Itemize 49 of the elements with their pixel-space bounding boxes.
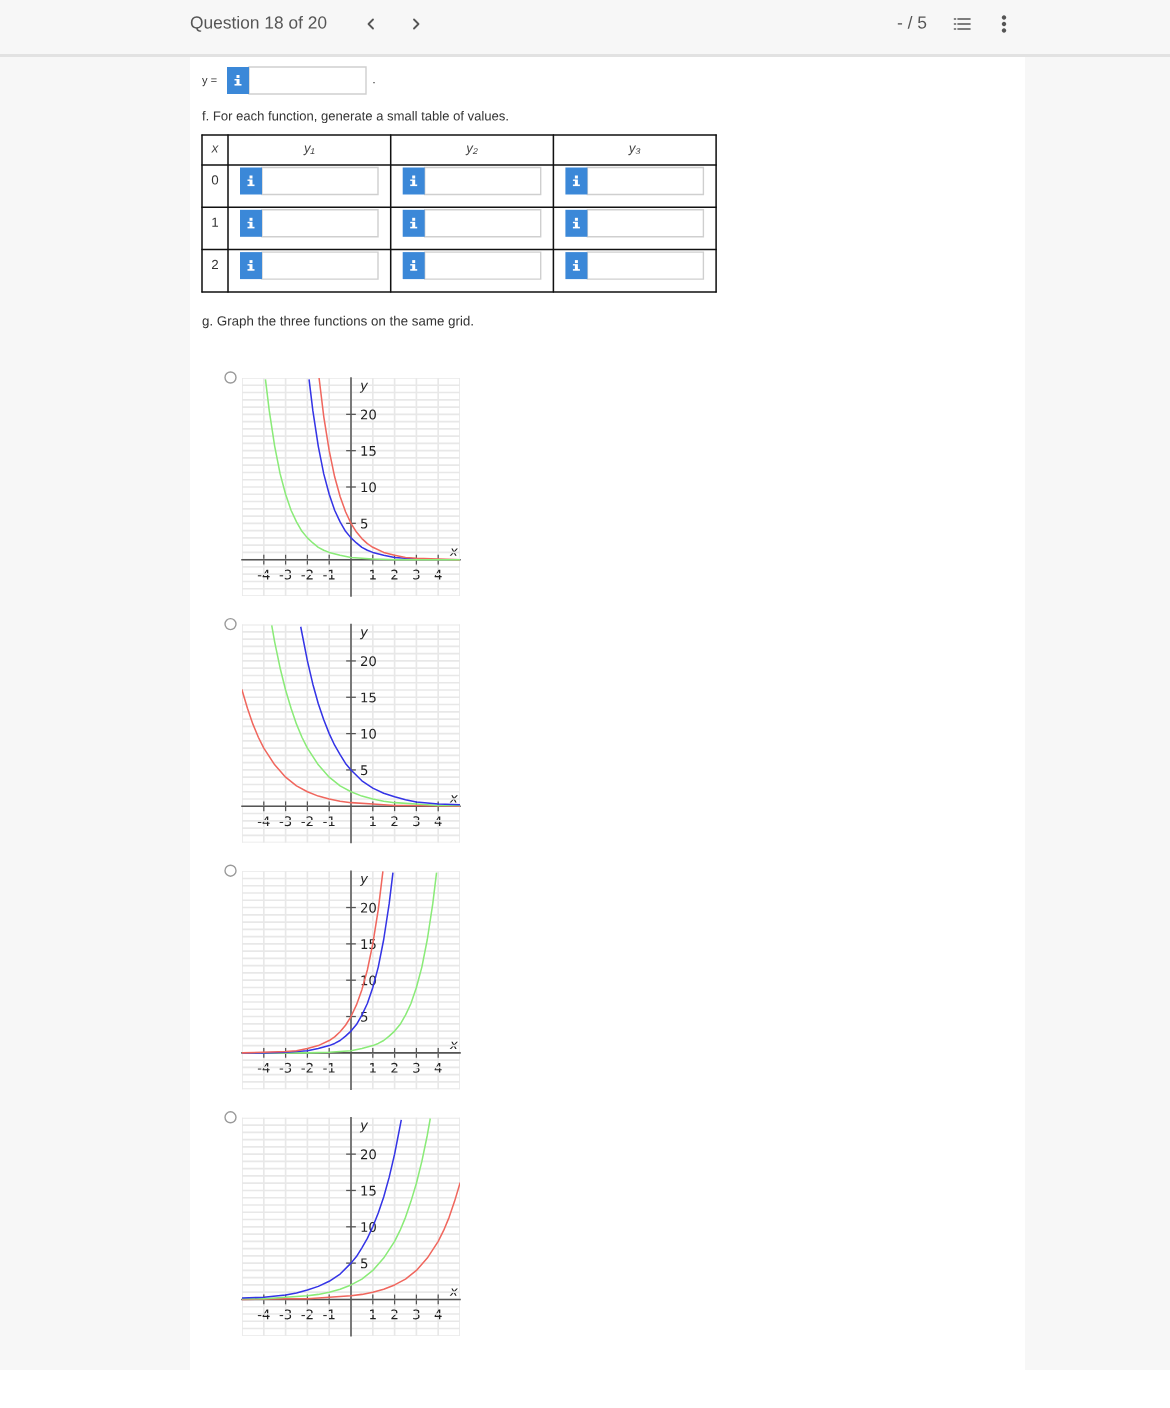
line-series <box>300 626 460 806</box>
category-label: 1 <box>212 217 219 227</box>
x-tick-label: -1 <box>323 1309 335 1320</box>
y-tick-label: 5 <box>361 1258 368 1269</box>
x-tick-label: -2 <box>301 1309 313 1320</box>
text: . <box>373 81 375 84</box>
y-tick-label: 5 <box>361 518 368 529</box>
category-label: 0 <box>211 175 219 185</box>
text: Question 18 of 20 <box>190 15 327 32</box>
x-tick-label: -1 <box>323 816 335 827</box>
text: f. For each function, generate a small table of values. <box>202 110 508 124</box>
line-series <box>242 689 460 808</box>
y-tick-label: 10 <box>361 728 376 739</box>
text: g. Graph the three functions on the same grid. <box>202 315 473 329</box>
y-axis-title: y <box>359 1122 369 1133</box>
x-tick-label: -4 <box>257 1309 270 1320</box>
y-tick-label: 15 <box>361 446 376 456</box>
x-tick-label: -3 <box>279 1309 292 1320</box>
line-series <box>242 1119 402 1299</box>
text: y = <box>202 78 217 87</box>
line-series <box>271 625 460 807</box>
y-tick-label: 15 <box>361 939 376 950</box>
y-tick-label: 20 <box>360 902 376 913</box>
y-tick-label: 10 <box>361 482 376 493</box>
y-tick-label: 15 <box>361 1185 376 1196</box>
y-axis-title: y <box>359 629 369 640</box>
text: - / 5 <box>897 15 927 29</box>
x-tick-label: 1 <box>370 1309 376 1320</box>
category-label: x <box>211 145 219 153</box>
line-series <box>242 1118 431 1300</box>
category-label: 2 <box>212 259 219 270</box>
x-axis-title: x <box>449 795 458 803</box>
x-tick-label: 3 <box>413 1309 420 1320</box>
x-tick-label: 2 <box>391 1309 398 1320</box>
category-label: y₃ <box>628 145 641 156</box>
x-tick-label: -1 <box>323 1062 335 1073</box>
category-label: y₁ <box>303 145 315 156</box>
y-tick-label: 5 <box>361 765 368 776</box>
x-tick-label: -1 <box>323 569 335 580</box>
x-tick-label: 4 <box>434 1309 442 1320</box>
y-tick-label: 15 <box>361 692 376 703</box>
y-tick-label: 20 <box>360 656 376 667</box>
x-tick-label: -2 <box>301 816 313 827</box>
y-tick-label: 20 <box>360 1149 376 1160</box>
line-series <box>264 379 460 561</box>
category-label: y₂ <box>465 145 478 156</box>
y-axis-title: y <box>359 875 369 886</box>
y-axis-title: y <box>359 382 369 393</box>
y-tick-label: 20 <box>360 409 376 420</box>
